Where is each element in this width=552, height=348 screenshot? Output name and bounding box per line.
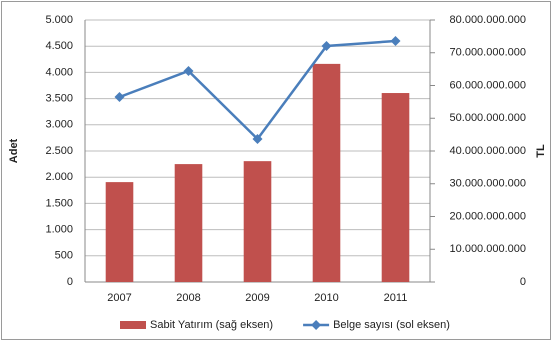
legend-swatch xyxy=(120,321,146,329)
y-tick-label: 1.500 xyxy=(45,197,73,209)
marker xyxy=(114,92,125,103)
y2-tick-label: 40.000.000.000 xyxy=(450,145,526,157)
y-tick-label: 4.500 xyxy=(45,40,73,52)
y2-tick-label: 60.000.000.000 xyxy=(450,79,526,91)
y2-tick-label: 10.000.000.000 xyxy=(450,243,526,255)
y-tick-label: 2.500 xyxy=(45,145,73,157)
chart-border xyxy=(1,1,551,340)
y-tick-label: 4.000 xyxy=(45,66,73,78)
x-tick-label: 2008 xyxy=(176,292,200,304)
y2-tick-label: 30.000.000.000 xyxy=(450,178,526,190)
y-tick-label: 0 xyxy=(67,276,73,288)
bar xyxy=(312,63,341,283)
y-tick-label: 3.500 xyxy=(45,93,73,105)
bar xyxy=(381,93,410,282)
marker xyxy=(321,40,332,51)
legend-marker xyxy=(311,320,322,330)
legend-label: Sabit Yatırım (sağ eksen) xyxy=(150,319,273,331)
bar xyxy=(105,182,134,282)
marker xyxy=(390,36,401,47)
bar xyxy=(243,161,272,282)
y2-tick-label: 50.000.000.000 xyxy=(450,112,526,124)
y-axis-title: Adet xyxy=(8,138,20,163)
y-tick-label: 500 xyxy=(55,250,73,262)
x-tick-label: 2011 xyxy=(384,292,408,304)
marker xyxy=(252,134,263,145)
y2-axis-title: TL xyxy=(535,144,547,158)
y2-tick-label: 80.000.000.000 xyxy=(450,14,526,26)
marker xyxy=(183,65,194,76)
y2-tick-label: 70.000.000.000 xyxy=(450,47,526,59)
legend-label: Belge sayısı (sol eksen) xyxy=(333,319,450,331)
y2-tick-label: 20.000.000.000 xyxy=(450,210,526,222)
x-tick-label: 2007 xyxy=(107,292,131,304)
y-tick-label: 2.000 xyxy=(45,171,73,183)
bar xyxy=(174,164,203,282)
y-tick-label: 1.000 xyxy=(45,224,73,236)
y2-tick-label: 0 xyxy=(520,276,526,288)
y-tick-label: 3.000 xyxy=(45,119,73,131)
y-tick-label: 5.000 xyxy=(45,14,73,26)
x-tick-label: 2009 xyxy=(245,292,269,304)
x-tick-label: 2010 xyxy=(314,292,338,304)
